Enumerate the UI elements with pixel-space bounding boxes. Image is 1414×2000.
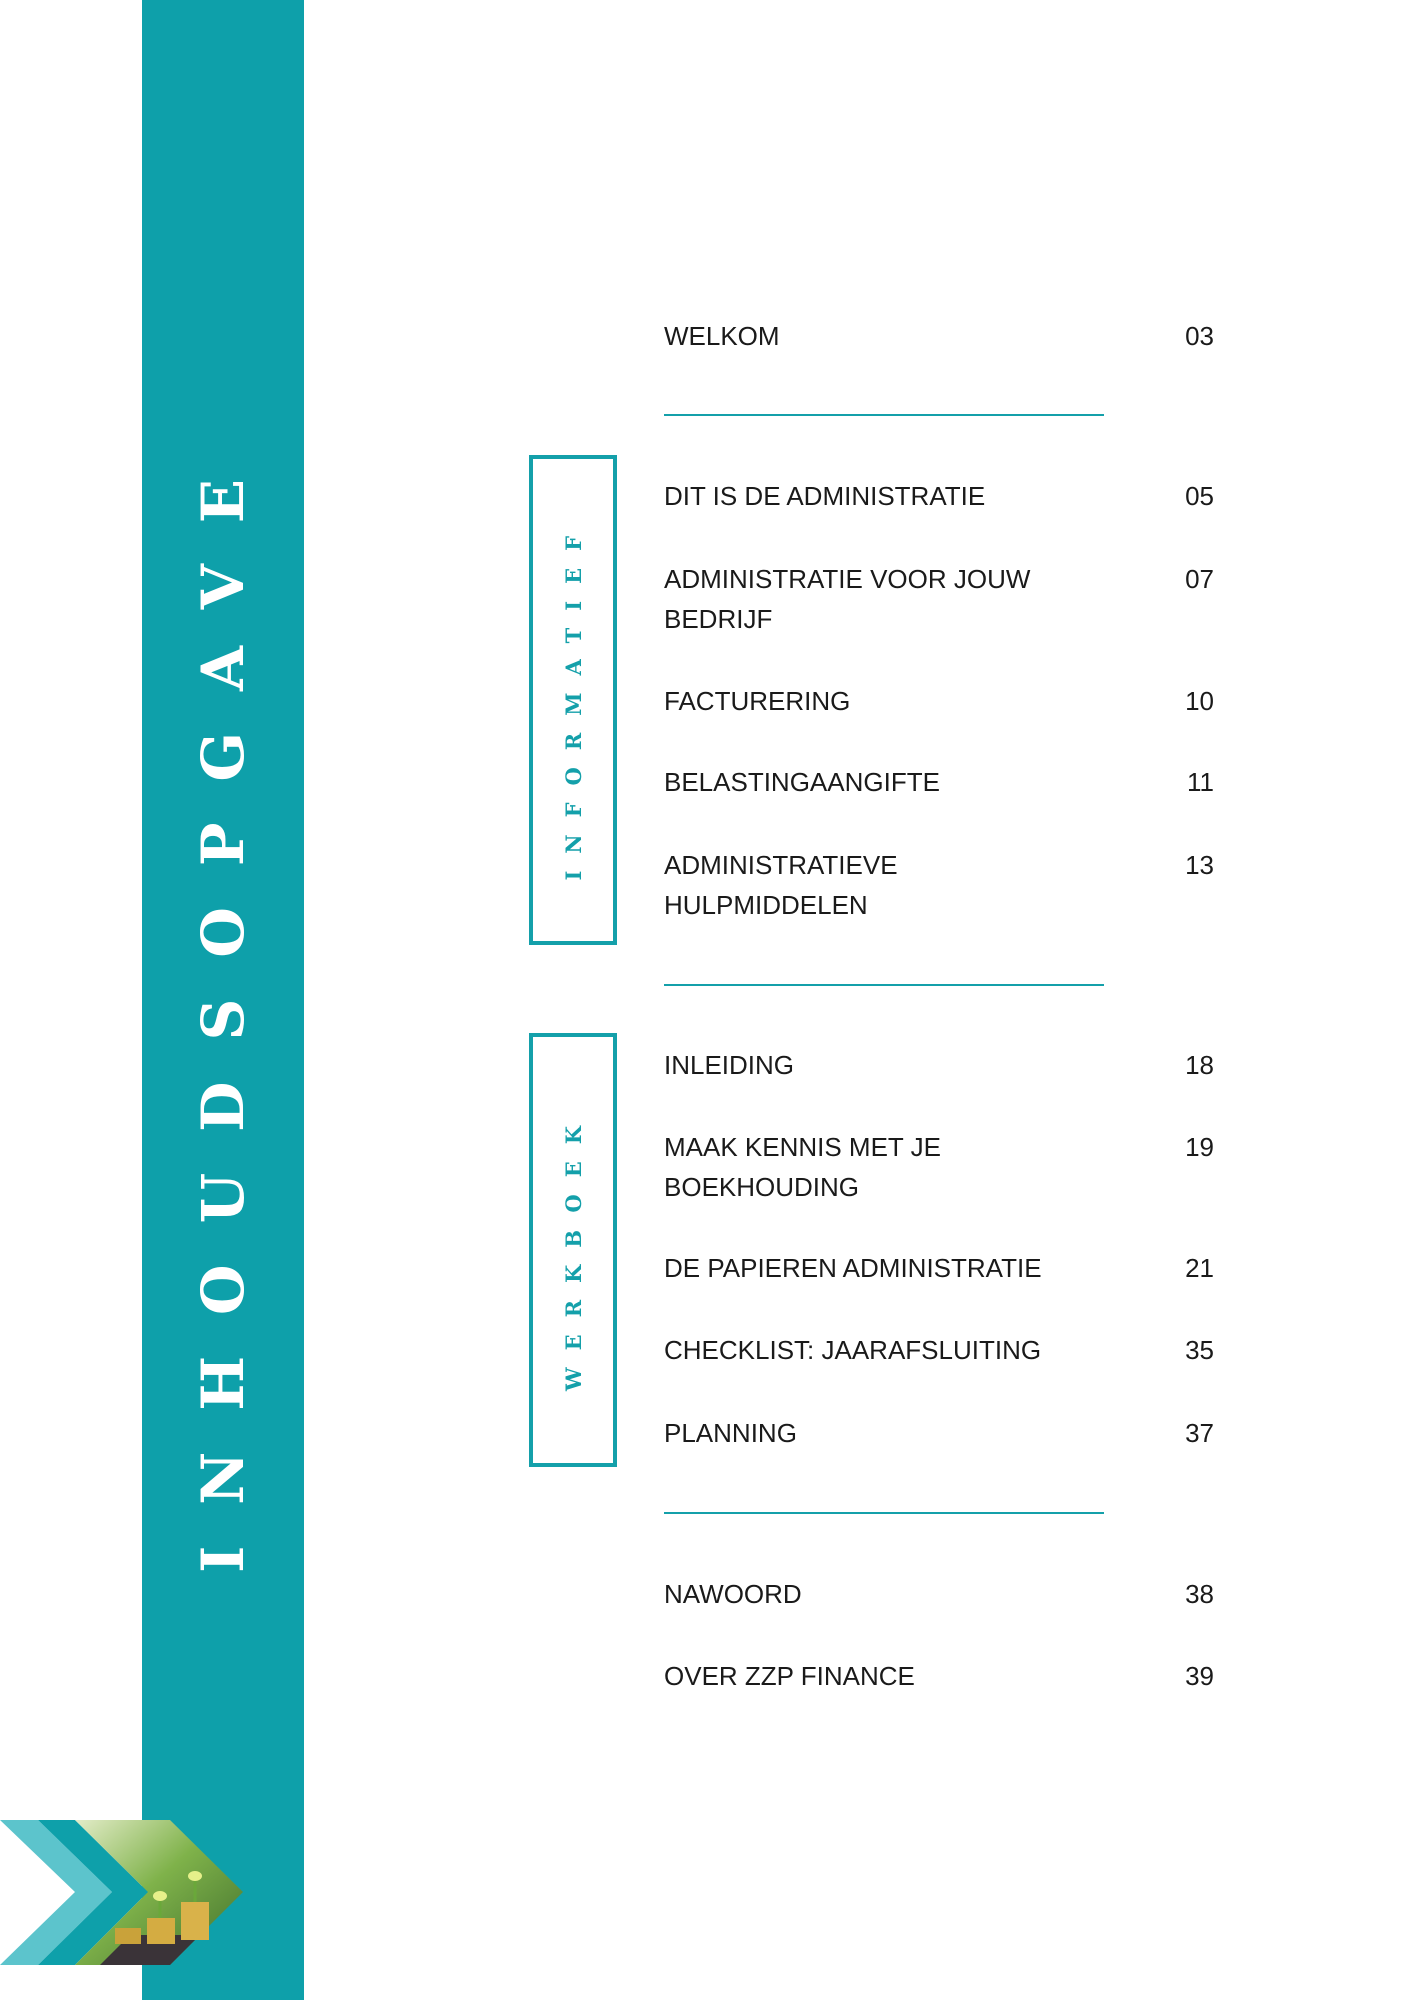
entry-page: 35	[1185, 1335, 1214, 1365]
entry-page: 19	[1185, 1132, 1214, 1162]
entry-page: 13	[1185, 850, 1214, 880]
chevron-light	[0, 1820, 112, 1965]
page-title-text: INHOUDSOPGAVE	[189, 437, 257, 1573]
entry-label: PLANNING	[664, 1418, 797, 1448]
divider	[664, 984, 1104, 986]
coin-stack	[181, 1902, 209, 1940]
entry-page: 07	[1185, 564, 1214, 594]
entry-page: 05	[1185, 481, 1214, 511]
entry-page: 39	[1185, 1661, 1214, 1691]
entry-page: 11	[1187, 767, 1214, 797]
chevron-image	[0, 1820, 243, 1965]
entry-label: CHECKLIST: JAARAFSLUITING	[664, 1335, 1042, 1365]
entry-label: WELKOM	[664, 321, 780, 351]
coin-stack	[115, 1928, 141, 1944]
entry-label: MAAK KENNIS MET JE BOEKHOUDING	[664, 1132, 941, 1202]
entry-label: NAWOORD	[664, 1579, 802, 1609]
entry-page: 38	[1185, 1579, 1214, 1609]
side-bar	[142, 0, 304, 2000]
entry-page: 10	[1185, 686, 1214, 716]
coin-stack	[147, 1918, 175, 1944]
section-werkboek: WERKBOEK	[529, 1033, 617, 1467]
leaf	[188, 1871, 202, 1881]
section-informatief: INFORMATIEF	[529, 455, 617, 945]
entry-page: 03	[1185, 321, 1214, 351]
entry-label: DIT IS DE ADMINISTRATIE	[664, 481, 986, 511]
seedling-icon	[158, 1880, 197, 1918]
entry-label: ADMINISTRATIEVE HULPMIDDELEN	[664, 850, 898, 920]
chevron-dark	[38, 1820, 148, 1965]
section-label: WERKBOEK	[560, 1109, 586, 1391]
entry-page: 21	[1185, 1253, 1214, 1283]
entry-label: ADMINISTRATIE VOOR JOUW BEDRIJF	[664, 564, 1031, 634]
divider	[664, 414, 1104, 416]
section-label: INFORMATIEF	[560, 519, 586, 881]
entry-label: DE PAPIEREN ADMINISTRATIE	[664, 1253, 1042, 1283]
entry-label: INLEIDING	[664, 1050, 795, 1080]
page-title: INHOUDSOPGAVE	[142, 360, 304, 1650]
leaf	[153, 1891, 167, 1901]
entry-page: 18	[1185, 1050, 1214, 1080]
divider	[664, 1512, 1104, 1514]
entry-label: BELASTINGAANGIFTE	[664, 767, 940, 797]
entry-page: 37	[1185, 1418, 1214, 1448]
entry-label: OVER ZZP FINANCE	[664, 1661, 915, 1691]
entry-label: FACTURERING	[664, 686, 851, 716]
